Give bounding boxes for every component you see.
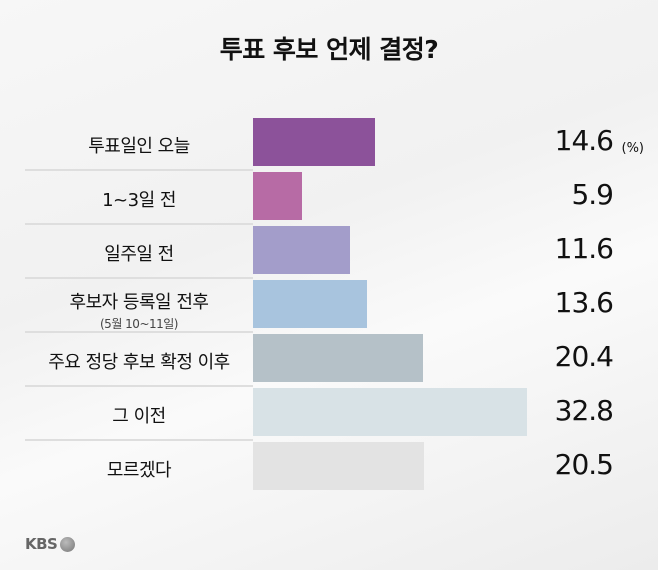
category-label: 1~3일 전 (25, 186, 253, 212)
kbs-logo: KBS (25, 535, 76, 553)
value-label: 11.6 (554, 232, 614, 265)
category-label: 주요 정당 후보 확정 이후 (25, 348, 253, 374)
category-label: 모르겠다 (25, 456, 253, 482)
chart-title: 투표 후보 언제 결정? (219, 35, 439, 64)
value-label: 20.4 (554, 340, 614, 373)
category-subtext: (5월 10~11일) (100, 317, 179, 331)
bar-2 (253, 226, 350, 274)
category-text: 1~3일 전 (102, 190, 176, 211)
category-label: 일주일 전 (25, 240, 253, 266)
value-label: 13.6 (554, 286, 614, 319)
category-label: 투표일인 오늘 (25, 132, 253, 158)
bar-4 (253, 334, 424, 382)
category-label: 그 이전 (25, 402, 253, 428)
value-label: 32.8 (554, 394, 614, 427)
logo-icon (60, 536, 76, 552)
bar-5 (253, 388, 527, 436)
row-separator (25, 439, 253, 441)
value-label: 5.9 (571, 178, 614, 211)
category-label: 후보자 등록일 전후 (5월 10~11일) (25, 288, 253, 332)
value-label: 14.6 (554, 124, 614, 157)
row-separator (25, 169, 253, 171)
category-text: 모르겠다 (106, 460, 172, 481)
value-label: 20.5 (554, 448, 614, 481)
category-text: 일주일 전 (104, 244, 174, 265)
category-text: 주요 정당 후보 확정 이후 (48, 352, 230, 373)
unit-label: (%) (621, 141, 645, 156)
category-text: 투표일인 오늘 (88, 136, 190, 157)
logo-text: KBS (25, 535, 58, 553)
category-text: 후보자 등록일 전후 (69, 292, 209, 313)
row-separator (25, 277, 253, 279)
row-separator (25, 223, 253, 225)
category-text: 그 이전 (112, 406, 166, 427)
bar-1 (253, 172, 303, 220)
row-separator (25, 385, 253, 387)
bar-0 (253, 118, 375, 166)
bar-6 (253, 442, 425, 490)
row-separator (25, 331, 253, 333)
bar-3 (253, 280, 367, 328)
